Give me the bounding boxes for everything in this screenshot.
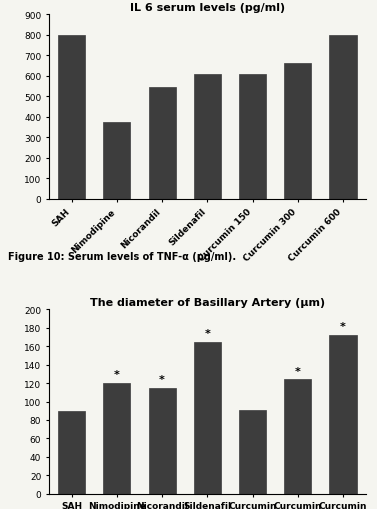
Bar <box>103 123 130 200</box>
Bar <box>284 64 311 200</box>
Title: IL 6 serum levels (pg/ml): IL 6 serum levels (pg/ml) <box>130 3 285 13</box>
Text: *: * <box>159 374 165 384</box>
Bar <box>194 74 221 200</box>
Text: *: * <box>295 366 301 376</box>
Bar <box>149 388 176 494</box>
Bar <box>284 380 311 494</box>
Text: *: * <box>114 370 120 380</box>
Bar <box>58 411 85 494</box>
Bar <box>239 410 266 494</box>
Text: Figure 10: Serum levels of TNF-α (pg/ml).: Figure 10: Serum levels of TNF-α (pg/ml)… <box>8 252 236 262</box>
Bar <box>149 88 176 200</box>
Bar <box>329 335 357 494</box>
Text: *: * <box>204 328 210 338</box>
Bar <box>103 383 130 494</box>
Title: The diameter of Basillary Artery (μm): The diameter of Basillary Artery (μm) <box>90 298 325 307</box>
Text: *: * <box>340 322 346 332</box>
Bar <box>329 36 357 200</box>
Bar <box>194 342 221 494</box>
Bar <box>58 36 85 200</box>
Bar <box>239 74 266 200</box>
